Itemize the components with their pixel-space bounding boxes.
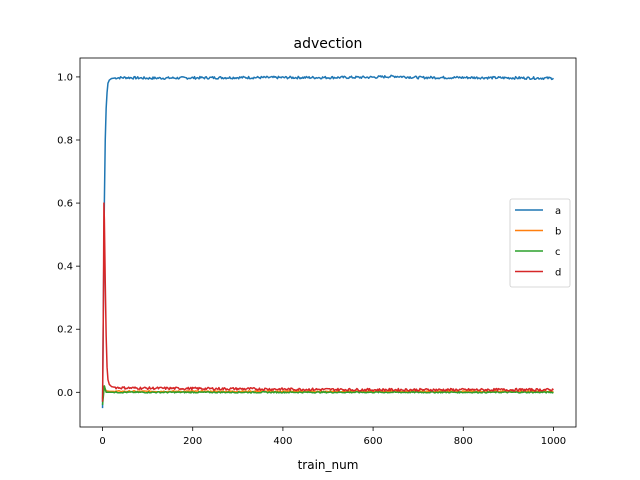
legend-box: [509, 198, 571, 288]
x-tick-label: 800: [454, 436, 473, 447]
x-tick-label: 400: [273, 436, 292, 447]
y-tick-label: 0.6: [57, 199, 73, 210]
x-axis-label: train_num: [298, 458, 359, 472]
series-line-a: [101, 74, 554, 409]
x-tick-label: 0: [99, 436, 105, 447]
y-tick-label: 0.2: [57, 325, 73, 336]
x-axis: 0 200 400 600 800 1000: [99, 427, 566, 447]
series-line-d: [101, 202, 554, 402]
y-tick-label: 0.0: [57, 388, 73, 399]
legend-label-a: a: [555, 206, 561, 217]
legend-label-d: d: [555, 268, 561, 279]
x-tick-label: 1000: [541, 436, 566, 447]
y-axis: 0.0 0.2 0.4 0.6 0.8 1.0: [57, 72, 80, 399]
plot-lines: [101, 74, 554, 409]
series-line-c: [101, 385, 554, 405]
chart-title: advection: [294, 36, 363, 52]
y-tick-label: 1.0: [57, 72, 73, 83]
x-tick-label: 200: [183, 436, 202, 447]
legend-label-c: c: [555, 247, 561, 258]
legend-label-b: b: [555, 227, 561, 238]
plot-frame: [79, 57, 577, 428]
y-tick-label: 0.4: [57, 262, 73, 273]
x-tick-label: 600: [364, 436, 383, 447]
y-tick-label: 0.8: [57, 136, 73, 147]
